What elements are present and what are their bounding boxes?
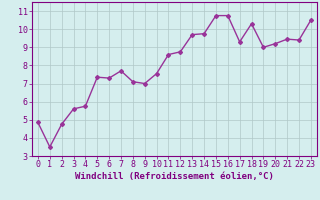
X-axis label: Windchill (Refroidissement éolien,°C): Windchill (Refroidissement éolien,°C): [75, 172, 274, 181]
